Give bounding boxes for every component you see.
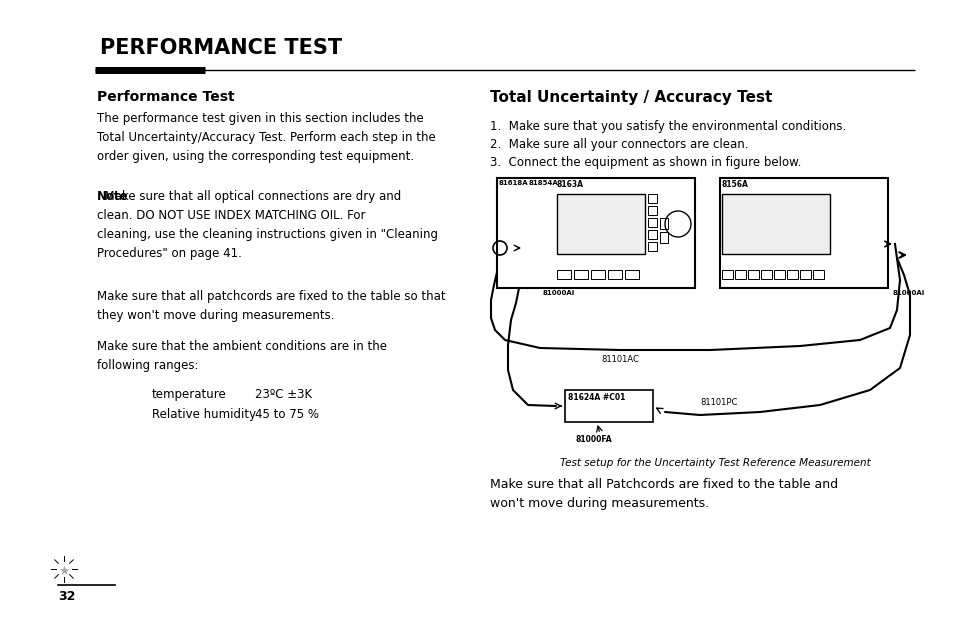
Text: 81101PC: 81101PC bbox=[700, 398, 737, 407]
Bar bbox=[747, 270, 759, 279]
Text: 8156A: 8156A bbox=[721, 180, 748, 189]
Bar bbox=[647, 206, 657, 215]
Bar bbox=[647, 194, 657, 203]
Text: 81624A #C01: 81624A #C01 bbox=[567, 393, 625, 402]
Bar bbox=[734, 270, 745, 279]
Bar bbox=[607, 270, 621, 279]
Text: Make sure that all patchcords are fixed to the table so that
they won't move dur: Make sure that all patchcords are fixed … bbox=[97, 290, 445, 322]
Bar bbox=[574, 270, 587, 279]
Text: Make sure that the ambient conditions are in the
following ranges:: Make sure that the ambient conditions ar… bbox=[97, 340, 387, 372]
Text: 1.  Make sure that you satisfy the environmental conditions.: 1. Make sure that you satisfy the enviro… bbox=[490, 120, 845, 133]
Text: 32: 32 bbox=[58, 590, 75, 603]
Bar bbox=[773, 270, 784, 279]
Bar bbox=[800, 270, 810, 279]
Bar bbox=[497, 178, 695, 288]
Bar bbox=[647, 230, 657, 239]
Bar bbox=[590, 270, 604, 279]
Bar bbox=[721, 194, 829, 254]
Bar bbox=[659, 218, 667, 229]
Text: Note: Note bbox=[97, 190, 129, 203]
Text: 81000Ai: 81000Ai bbox=[542, 290, 575, 296]
Text: Relative humidity: Relative humidity bbox=[152, 408, 255, 421]
Text: PERFORMANCE TEST: PERFORMANCE TEST bbox=[100, 38, 342, 58]
Text: temperature: temperature bbox=[152, 388, 227, 401]
Text: 8163A: 8163A bbox=[557, 180, 583, 189]
Bar bbox=[564, 390, 652, 422]
Text: 81618A: 81618A bbox=[498, 180, 528, 186]
Text: 81101AC: 81101AC bbox=[600, 355, 639, 364]
Text: Performance Test: Performance Test bbox=[97, 90, 234, 104]
Bar bbox=[659, 232, 667, 243]
Text: The performance test given in this section includes the
Total Uncertainty/Accura: The performance test given in this secti… bbox=[97, 112, 436, 163]
Text: 81000Ai: 81000Ai bbox=[892, 290, 924, 296]
Text: 23ºC ±3K: 23ºC ±3K bbox=[254, 388, 312, 401]
Text: Test setup for the Uncertainty Test Reference Measurement: Test setup for the Uncertainty Test Refe… bbox=[559, 458, 869, 468]
Bar bbox=[786, 270, 797, 279]
Text: Make sure that all optical connections are dry and
clean. DO NOT USE INDEX MATCH: Make sure that all optical connections a… bbox=[97, 190, 437, 260]
Text: 2.  Make sure all your connectors are clean.: 2. Make sure all your connectors are cle… bbox=[490, 138, 748, 151]
Text: ★: ★ bbox=[58, 565, 70, 578]
Bar bbox=[557, 270, 571, 279]
Text: Total Uncertainty / Accuracy Test: Total Uncertainty / Accuracy Test bbox=[490, 90, 772, 105]
Text: 3.  Connect the equipment as shown in figure below.: 3. Connect the equipment as shown in fig… bbox=[490, 156, 801, 169]
Bar bbox=[624, 270, 639, 279]
Bar bbox=[760, 270, 771, 279]
Bar bbox=[720, 178, 887, 288]
Text: 81000FA: 81000FA bbox=[575, 435, 612, 444]
Text: 45 to 75 %: 45 to 75 % bbox=[254, 408, 318, 421]
Bar bbox=[812, 270, 823, 279]
Bar bbox=[647, 218, 657, 227]
Bar bbox=[721, 270, 732, 279]
Bar bbox=[557, 194, 644, 254]
Text: Make sure that all Patchcords are fixed to the table and
won't move during measu: Make sure that all Patchcords are fixed … bbox=[490, 478, 838, 510]
Text: 81854A: 81854A bbox=[529, 180, 558, 186]
Bar bbox=[647, 242, 657, 251]
